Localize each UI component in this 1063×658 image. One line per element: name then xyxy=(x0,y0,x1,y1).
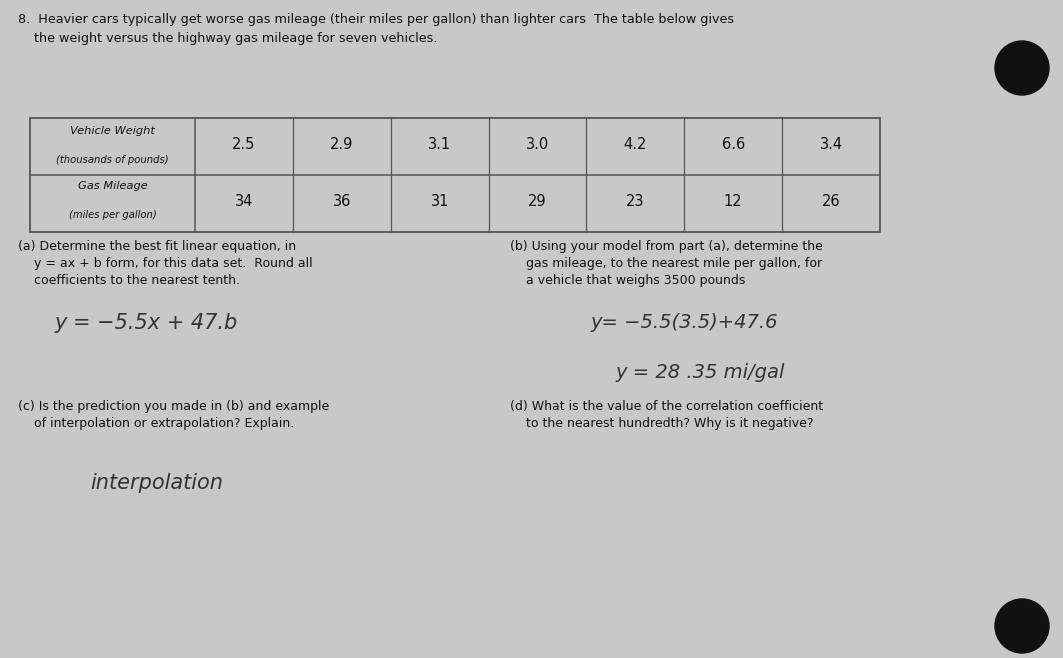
Text: 31: 31 xyxy=(431,194,449,209)
Text: of interpolation or extrapolation? Explain.: of interpolation or extrapolation? Expla… xyxy=(18,417,294,430)
Text: coefficients to the nearest tenth.: coefficients to the nearest tenth. xyxy=(18,274,240,287)
Text: 12: 12 xyxy=(724,194,743,209)
Text: y = 28 .35 mi/gal: y = 28 .35 mi/gal xyxy=(615,363,784,382)
Text: gas mileage, to the nearest mile per gallon, for: gas mileage, to the nearest mile per gal… xyxy=(510,257,822,270)
Text: a vehicle that weighs 3500 pounds: a vehicle that weighs 3500 pounds xyxy=(510,274,745,287)
Text: (d) What is the value of the correlation coefficient: (d) What is the value of the correlation… xyxy=(510,400,823,413)
Text: (b) Using your model from part (a), determine the: (b) Using your model from part (a), dete… xyxy=(510,240,823,253)
Text: 26: 26 xyxy=(822,194,841,209)
Text: 2.5: 2.5 xyxy=(232,137,255,152)
Text: 6.6: 6.6 xyxy=(722,137,745,152)
Text: Gas Mileage: Gas Mileage xyxy=(78,181,148,191)
Text: y = −5.5x + 47.b: y = −5.5x + 47.b xyxy=(55,313,238,333)
Text: 36: 36 xyxy=(333,194,351,209)
Text: Vehicle Weight: Vehicle Weight xyxy=(70,126,155,136)
Text: 3.1: 3.1 xyxy=(428,137,451,152)
Text: interpolation: interpolation xyxy=(90,473,223,493)
Text: y = ax + b form, for this data set.  Round all: y = ax + b form, for this data set. Roun… xyxy=(18,257,313,270)
Circle shape xyxy=(995,41,1049,95)
Text: the weight versus the highway gas mileage for seven vehicles.: the weight versus the highway gas mileag… xyxy=(18,32,438,45)
Text: (c) Is the prediction you made in (b) and example: (c) Is the prediction you made in (b) an… xyxy=(18,400,330,413)
Text: (miles per gallon): (miles per gallon) xyxy=(69,210,156,220)
Text: (a) Determine the best fit linear equation, in: (a) Determine the best fit linear equati… xyxy=(18,240,297,253)
Text: 4.2: 4.2 xyxy=(624,137,647,152)
Text: 2.9: 2.9 xyxy=(331,137,354,152)
Text: 8.  Heavier cars typically get worse gas mileage (their miles per gallon) than l: 8. Heavier cars typically get worse gas … xyxy=(18,13,735,26)
Circle shape xyxy=(995,599,1049,653)
Text: 34: 34 xyxy=(235,194,253,209)
Text: 29: 29 xyxy=(528,194,546,209)
Text: to the nearest hundredth? Why is it negative?: to the nearest hundredth? Why is it nega… xyxy=(510,417,813,430)
Text: (thousands of pounds): (thousands of pounds) xyxy=(56,155,169,165)
Text: 3.4: 3.4 xyxy=(820,137,843,152)
Text: 23: 23 xyxy=(626,194,644,209)
Text: y= −5.5(3.5)+47.6: y= −5.5(3.5)+47.6 xyxy=(590,313,777,332)
Bar xyxy=(30,118,880,232)
Text: 3.0: 3.0 xyxy=(526,137,550,152)
